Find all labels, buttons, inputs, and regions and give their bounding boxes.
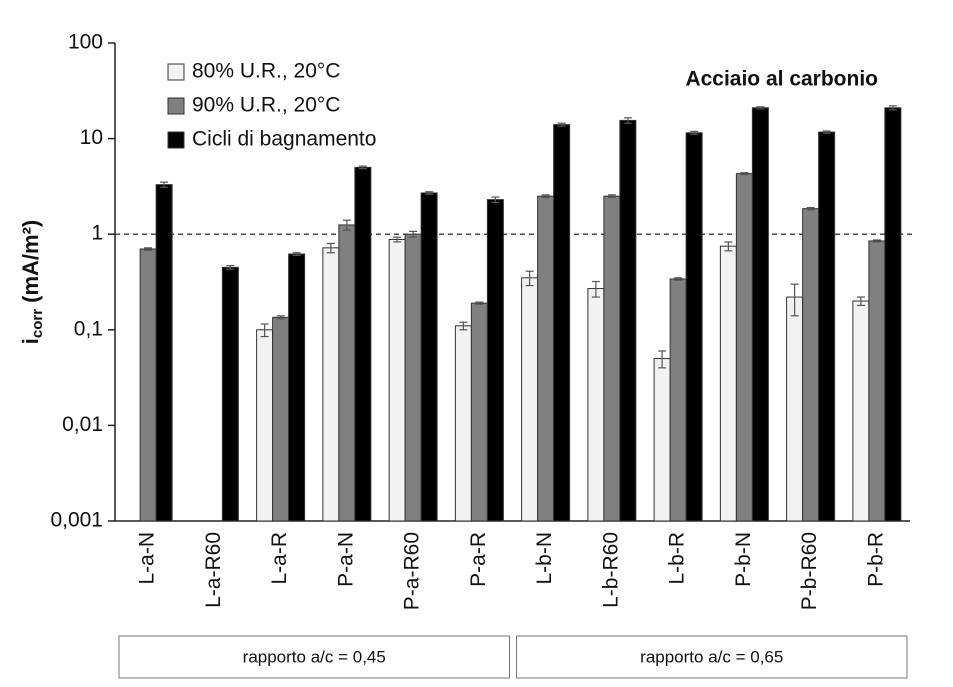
bar [735, 173, 753, 522]
bar [486, 199, 504, 522]
y-tick-label: 0,001 [50, 509, 103, 532]
legend-label: Cicli di bagnamento [192, 128, 376, 151]
group-box [516, 635, 908, 679]
legend-swatch [167, 63, 185, 81]
legend-label: 90% U.R., 20°C [192, 94, 340, 117]
bar [338, 224, 356, 522]
y-tick-label: 10 [80, 126, 103, 149]
x-tick-label: L-b-R60 [599, 532, 622, 608]
bar [256, 329, 274, 522]
bar [852, 300, 870, 522]
y-label-sub: corr [29, 309, 46, 338]
bar [139, 248, 157, 522]
x-tick-label: L-a-R [268, 532, 291, 585]
bar [354, 166, 372, 522]
bar [685, 132, 703, 522]
bar [587, 288, 605, 522]
y-label-unit: (mA/m²) [18, 220, 43, 309]
legend-swatch [167, 97, 185, 115]
bar [521, 277, 539, 522]
group-label: rapporto a/c = 0,45 [243, 647, 386, 666]
x-tick-label: P-b-N [732, 532, 755, 587]
bar [868, 240, 886, 522]
bar [669, 278, 687, 522]
x-tick-label: L-a-N [136, 532, 159, 585]
group-box [118, 635, 510, 679]
x-tick-label: P-b-R [864, 532, 887, 587]
bar [603, 195, 621, 522]
bar [884, 107, 902, 522]
group-label: rapporto a/c = 0,65 [640, 647, 783, 666]
bar [404, 233, 422, 522]
bar [272, 316, 290, 522]
bar [818, 131, 836, 522]
bar [619, 119, 637, 522]
y-tick-label: 100 [68, 31, 103, 54]
bar [420, 192, 438, 522]
bar [537, 195, 555, 522]
bar [653, 358, 671, 522]
bar [719, 245, 737, 522]
legend-label: 80% U.R., 20°C [192, 60, 340, 83]
x-tick-label: P-b-R60 [798, 532, 821, 610]
bar [322, 247, 340, 522]
x-tick-label: L-a-R60 [202, 532, 225, 608]
bar [388, 239, 406, 522]
bar [470, 302, 488, 522]
legend-swatch [167, 131, 185, 149]
bar [802, 208, 820, 522]
x-tick-label: P-a-N [334, 532, 357, 587]
y-axis-label: icorr (mA/m²) [18, 220, 46, 345]
bar [155, 184, 173, 522]
x-tick-label: L-b-N [533, 532, 556, 585]
y-label-main: i [18, 338, 43, 344]
bar [751, 107, 769, 522]
bar [454, 325, 472, 522]
bar [786, 296, 804, 522]
annotation: Acciaio al carbonio [685, 68, 878, 91]
y-tick-label: 0,01 [62, 413, 103, 436]
y-tick-label: 1 [91, 222, 103, 245]
x-tick-label: P-a-R [467, 532, 490, 587]
y-tick-label: 0,1 [74, 317, 103, 340]
bar [221, 266, 239, 522]
bar [553, 124, 571, 522]
x-tick-label: L-b-R [666, 532, 689, 585]
x-tick-label: P-a-R60 [401, 532, 424, 610]
bar [288, 253, 306, 522]
